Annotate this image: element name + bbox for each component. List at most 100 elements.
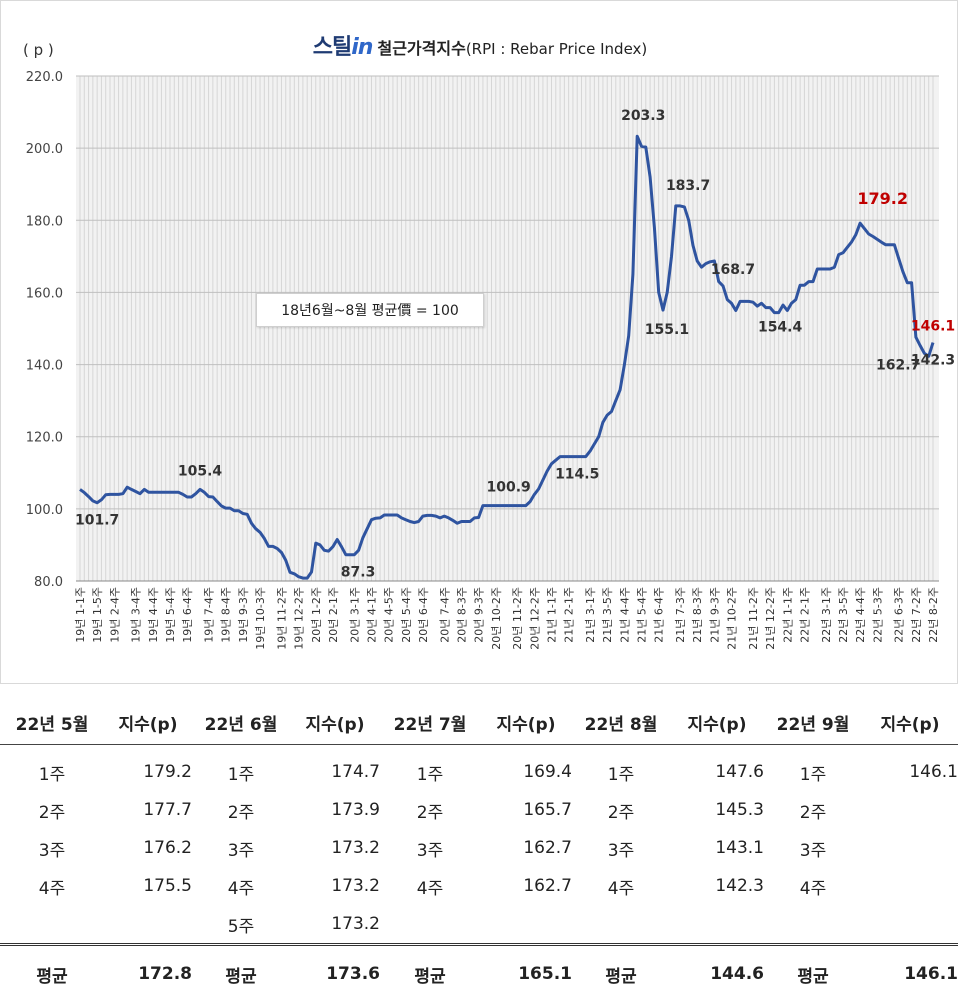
x-tick-label: 19년 4-4주 [147, 587, 160, 643]
week-cell: 3주 [0, 829, 104, 867]
data-label: 142.3 [911, 353, 955, 369]
data-label: 203.3 [621, 108, 665, 124]
week-cell: 3주 [572, 829, 670, 867]
index-value-cell: 175.5 [104, 867, 192, 905]
week-cell: 2주 [764, 791, 862, 829]
x-tick-label: 20년 6-4주 [417, 587, 430, 643]
x-tick-label: 20년 4-1주 [365, 587, 378, 643]
x-tick-label: 19년 6-4주 [181, 587, 194, 643]
average-value-cell: 172.8 [104, 945, 192, 1002]
index-value-cell: 173.2 [290, 905, 380, 945]
x-tick-label: 19년 1-5주 [91, 587, 104, 643]
week-cell: 5주 [192, 905, 290, 945]
data-label: 168.7 [711, 262, 755, 278]
x-tick-label: 20년 3-1주 [348, 587, 361, 643]
data-label: 183.7 [666, 178, 710, 194]
x-tick-label: 19년 11-2주 [275, 587, 288, 650]
brand-main: 스틸 [313, 35, 351, 60]
index-value-cell: 147.6 [670, 753, 764, 791]
y-tick-label: 120.0 [26, 431, 63, 446]
week-cell [380, 905, 480, 945]
x-tick-label: 20년 1-2주 [310, 587, 323, 643]
x-tick-label: 19년 8-4주 [220, 587, 233, 643]
week-cell: 4주 [764, 867, 862, 905]
week-cell: 1주 [192, 753, 290, 791]
x-tick-label: 21년 7-3주 [674, 587, 687, 643]
chart-title-sub: (RPI : Rebar Price Index) [466, 40, 647, 58]
index-value-cell: 165.7 [480, 791, 572, 829]
x-tick-label: 21년 3-1주 [584, 587, 597, 643]
index-value-cell: 143.1 [670, 829, 764, 867]
index-value-cell: 162.7 [480, 867, 572, 905]
average-label-cell: 평균 [764, 945, 862, 1002]
x-tick-label: 20년 9-3주 [473, 587, 486, 643]
average-value-cell: 144.6 [670, 945, 764, 1002]
x-tick-label: 21년 2-1주 [563, 587, 576, 643]
x-tick-label: 21년 3-5주 [601, 587, 614, 643]
table-header-row: 22년 5월 지수(p) 22년 6월 지수(p) 22년 7월 지수(p) 2… [0, 700, 958, 745]
week-cell: 1주 [572, 753, 670, 791]
week-cell [764, 905, 862, 945]
x-tick-label: 21년 8-3주 [691, 587, 704, 643]
header-index: 지수(p) [290, 700, 380, 745]
week-cell: 1주 [0, 753, 104, 791]
x-tick-label: 21년 5-4주 [636, 587, 649, 643]
data-label: 155.1 [645, 322, 689, 338]
x-tick-label: 21년 9-3주 [708, 587, 721, 643]
data-label: 179.2 [857, 189, 908, 208]
x-tick-label: 22년 5-3주 [871, 587, 884, 643]
baseline-note: 18년6월~8월 평균價 = 100 [256, 293, 484, 327]
index-value-cell: 173.2 [290, 829, 380, 867]
index-value-cell: 174.7 [290, 753, 380, 791]
index-value-cell: 169.4 [480, 753, 572, 791]
index-value-cell [862, 905, 958, 945]
x-tick-label: 21년 1-1주 [546, 587, 559, 643]
x-tick-label: 22년 3-5주 [837, 587, 850, 643]
x-tick-label: 21년 6-4주 [653, 587, 666, 643]
x-tick-label: 20년 5-4주 [400, 587, 413, 643]
x-tick-label: 19년 2-4주 [108, 587, 121, 643]
chart-title: 스틸in 철근가격지수(RPI : Rebar Price Index) [1, 29, 959, 61]
x-tick-label: 20년 4-5주 [383, 587, 396, 643]
x-tick-label: 22년 8-2주 [927, 587, 940, 643]
index-value-cell: 162.7 [480, 829, 572, 867]
x-tick-label: 21년 12-2주 [764, 587, 777, 650]
week-cell: 1주 [764, 753, 862, 791]
x-tick-label: 22년 2-1주 [798, 587, 811, 643]
x-tick-label: 22년 6-3주 [893, 587, 906, 643]
week-cell: 2주 [192, 791, 290, 829]
week-cell: 2주 [0, 791, 104, 829]
week-cell: 4주 [192, 867, 290, 905]
index-value-cell [862, 829, 958, 867]
header-index: 지수(p) [480, 700, 572, 745]
weekly-index-table: 22년 5월 지수(p) 22년 6월 지수(p) 22년 7월 지수(p) 2… [0, 700, 958, 1002]
data-label: 146.1 [911, 319, 955, 335]
x-tick-label: 20년 11-2주 [511, 587, 524, 650]
x-tick-label: 20년 2-1주 [327, 587, 340, 643]
y-tick-label: 160.0 [26, 286, 63, 301]
x-tick-label: 21년 4-4주 [618, 587, 631, 643]
week-cell: 1주 [380, 753, 480, 791]
x-tick-label: 22년 4-4주 [854, 587, 867, 643]
average-value-cell: 146.1 [862, 945, 958, 1002]
index-value-cell [862, 791, 958, 829]
header-may: 22년 5월 [0, 700, 104, 745]
week-cell [572, 905, 670, 945]
average-value-cell: 173.6 [290, 945, 380, 1002]
chart-title-text: 철근가격지수 [377, 39, 465, 58]
x-tick-label: 19년 12-2주 [293, 587, 306, 650]
y-axis-unit-label: ( p ) [23, 41, 54, 59]
x-tick-label: 20년 8-3주 [455, 587, 468, 643]
x-tick-label: 20년 7-4주 [438, 587, 451, 643]
y-tick-label: 180.0 [26, 214, 63, 229]
average-value-cell: 165.1 [480, 945, 572, 1002]
x-tick-label: 19년 7-4주 [203, 587, 216, 643]
index-value-cell: 146.1 [862, 753, 958, 791]
